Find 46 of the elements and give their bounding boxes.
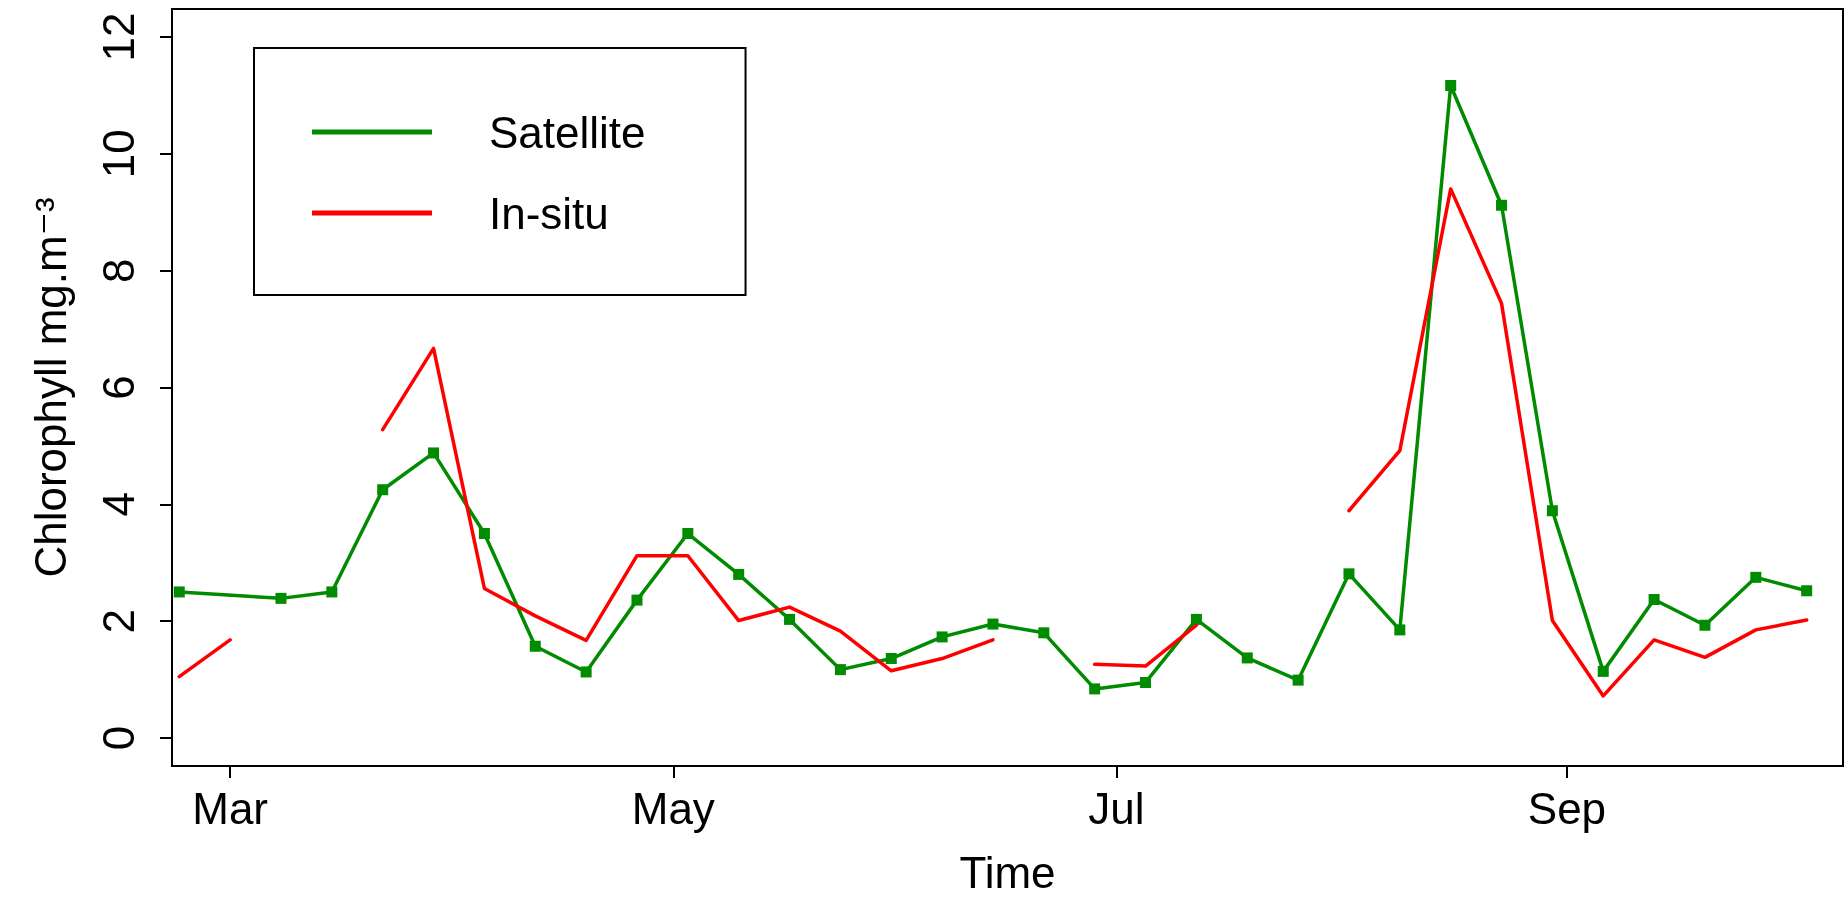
point <box>1801 585 1813 597</box>
x-axis-title: Time <box>959 847 1056 897</box>
y-axis-title: Chlorophyll mg.m⁻³ <box>25 197 75 578</box>
point <box>631 594 643 606</box>
y-tick-label: 4 <box>93 492 143 517</box>
point <box>1546 505 1558 517</box>
point <box>529 640 541 652</box>
point <box>377 484 389 496</box>
point <box>580 666 592 678</box>
point <box>275 592 287 604</box>
point <box>733 568 745 580</box>
x-tick-label: Sep <box>1527 783 1607 833</box>
point <box>834 664 846 676</box>
point <box>1445 80 1457 92</box>
point <box>1038 627 1050 639</box>
y-tick-label: 0 <box>93 725 143 751</box>
point <box>1140 676 1152 688</box>
point <box>784 613 796 625</box>
legend-label: In-situ <box>489 188 609 238</box>
point <box>936 631 948 643</box>
point <box>1394 624 1406 636</box>
y-tick-label: 2 <box>93 608 143 634</box>
point <box>682 528 694 540</box>
point <box>1750 571 1762 583</box>
point <box>1089 683 1101 695</box>
x-tick-label: Mar <box>192 783 269 833</box>
point <box>1190 613 1202 625</box>
point <box>478 528 490 540</box>
point <box>1648 594 1660 606</box>
point <box>326 586 338 598</box>
point <box>987 618 999 630</box>
point <box>1343 568 1355 580</box>
point <box>1241 652 1253 664</box>
point <box>1292 674 1304 686</box>
legend-label: Satellite <box>489 107 646 157</box>
point <box>428 447 440 459</box>
y-tick-label: 12 <box>93 12 143 62</box>
point <box>1597 665 1609 677</box>
y-tick-label: 8 <box>93 258 143 283</box>
point <box>885 653 897 665</box>
x-tick-label: Jul <box>1088 783 1145 833</box>
y-tick-label: 10 <box>93 129 143 179</box>
point <box>1699 619 1711 631</box>
x-tick-label: May <box>631 783 715 833</box>
y-tick-label: 6 <box>93 375 143 400</box>
point <box>1496 199 1508 211</box>
